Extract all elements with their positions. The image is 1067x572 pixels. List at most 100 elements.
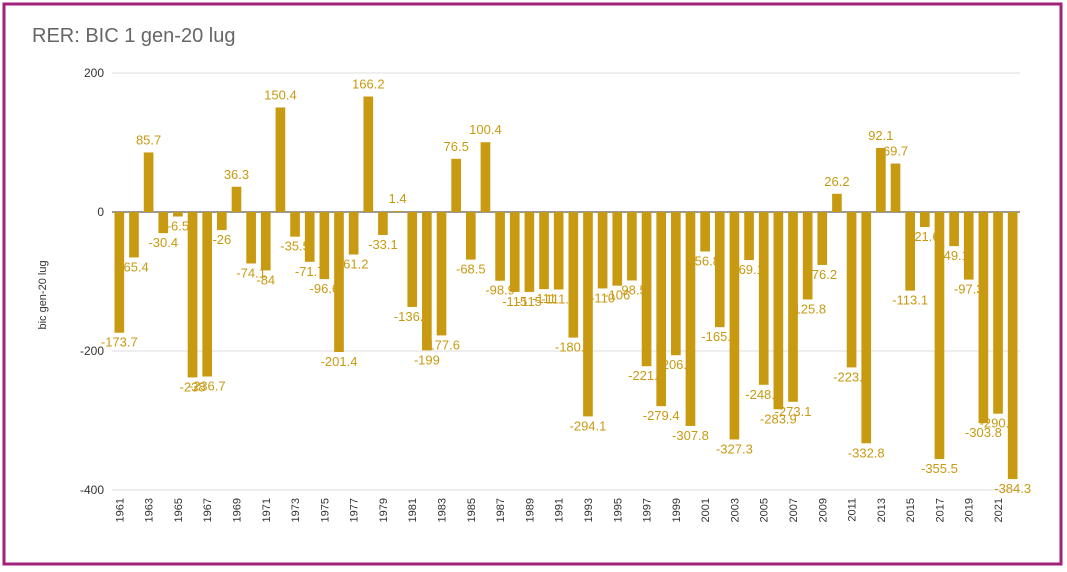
bar [114,212,125,333]
x-tick-label: 1985 [466,498,478,522]
data-label: -98.9 [485,283,515,298]
data-label: -355.5 [921,461,958,476]
y-tick-label: -200 [80,344,104,358]
bar [509,212,520,292]
data-label: -136.6 [394,309,431,324]
data-label: -106 [604,288,630,303]
bar [861,212,872,444]
bar [656,212,667,407]
data-label: -98.5 [617,282,647,297]
x-tick-label: 2011 [847,498,859,522]
data-label: -294.1 [570,418,607,433]
bar [290,212,300,237]
bar [363,96,374,212]
data-label: -180.7 [555,340,592,355]
bar [583,212,593,417]
data-label: -307.8 [672,428,709,443]
x-tick-label: 1969 [231,498,243,522]
bar [231,186,242,212]
data-label: -279.4 [643,408,680,423]
bar [714,212,725,328]
data-label: -303.8 [965,425,1002,440]
data-label: -113.1 [892,293,928,308]
data-label: -26 [212,232,231,247]
data-label: -6.5 [167,219,189,234]
bar [729,212,740,440]
data-label: -96.6 [310,281,340,296]
bar [495,212,505,281]
data-label: 76.5 [444,139,469,154]
y-tick-label: 0 [97,205,104,219]
chart-title: RER: BIC 1 gen-20 lug [32,25,235,47]
data-label: -283.9 [760,411,797,426]
x-tick-label: 1971 [261,498,273,522]
bar [524,212,535,292]
x-tick-label: 1961 [114,498,126,522]
x-tick-label: 1995 [612,498,624,522]
data-label: -65.4 [119,259,149,274]
x-tick-label: 2003 [729,498,741,522]
x-tick-label: 2009 [817,498,829,522]
data-label: -97.3 [954,282,984,297]
bar [627,212,637,281]
data-label: -384.3 [994,481,1031,496]
x-tick-label: 1965 [173,498,185,522]
bar [275,107,286,212]
y-tick-label: -400 [80,483,104,497]
bar [832,193,842,212]
bar [217,212,227,231]
bar [846,212,857,368]
x-tick-label: 1973 [290,498,302,522]
bar [129,212,139,258]
data-label: 100.4 [469,122,502,137]
data-label: 69.7 [883,144,908,159]
bar [348,212,359,255]
bar [744,212,754,261]
x-tick-label: 2005 [759,498,771,522]
x-tick-label: 1983 [437,498,449,522]
x-tick-label: 1993 [583,498,595,522]
data-label: -238 [180,379,206,394]
data-label: -69.1 [734,262,764,277]
bar [334,212,344,352]
bar [612,212,623,286]
bar [260,212,271,271]
data-label: -84 [256,272,275,287]
data-label: -30.4 [148,235,178,250]
data-label: -332.8 [848,445,885,460]
data-label: -290.2 [980,416,1017,431]
bar [597,212,608,289]
data-label: 1.4 [389,191,407,206]
data-label: -49.1 [939,248,969,263]
x-tick-label: 1999 [671,498,683,522]
bar [539,212,549,290]
x-tick-label: 1989 [524,498,536,522]
data-label: -115 [502,294,527,309]
bar [304,212,315,262]
data-label: -76.2 [807,267,837,282]
bar [392,211,403,212]
bar [963,212,974,280]
x-tick-label: 1997 [642,498,654,522]
x-tick-label: 2017 [934,498,946,522]
bar [773,212,784,410]
bar [758,212,769,385]
bar [905,212,915,291]
bar [173,212,183,217]
data-label: -201.4 [321,354,358,369]
x-tick-label: 2013 [876,498,888,522]
bar [802,212,813,300]
data-label: -327.3 [716,441,753,456]
x-tick-label: 1991 [554,498,566,522]
data-label: 26.2 [824,174,849,189]
data-label: -71.7 [295,264,325,279]
data-label: -61.2 [339,257,369,272]
bar [143,152,154,212]
bar [480,142,491,212]
bar [553,212,564,290]
bar [978,212,989,424]
x-tick-label: 2015 [905,498,917,522]
data-label: -199 [414,352,440,367]
data-label: -177.6 [423,337,460,352]
